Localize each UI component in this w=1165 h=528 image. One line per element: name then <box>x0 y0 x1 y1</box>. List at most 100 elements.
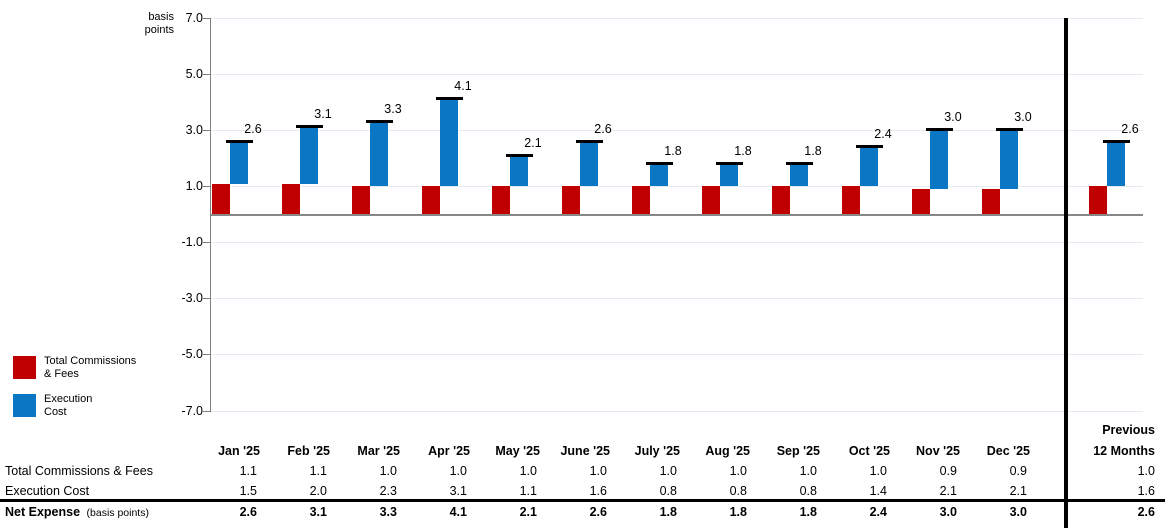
net-total-marker <box>646 161 673 165</box>
net-total-marker <box>926 128 953 132</box>
table-col-header: Nov '25 <box>916 444 960 458</box>
net-total-value-label: 3.3 <box>384 101 402 116</box>
execution-bar <box>650 163 668 187</box>
gridline <box>211 129 1143 131</box>
net-total-value-label: 3.0 <box>944 110 962 125</box>
commissions-bar <box>212 183 230 215</box>
net-total-marker <box>716 161 743 165</box>
table-col-header: Sep '25 <box>776 444 820 458</box>
commissions-bar <box>982 189 1000 215</box>
y-axis-tick-label: -3.0 <box>181 291 203 306</box>
table-cell: 3.0 <box>1009 505 1027 519</box>
table-cell: 0.9 <box>939 464 957 478</box>
commissions-bar <box>842 186 860 215</box>
net-total-marker <box>226 139 253 143</box>
table-row-label-net-expense: Net Expense (basis points) <box>5 505 149 520</box>
table-cell: 0.8 <box>659 484 677 498</box>
table-cell: 2.6 <box>239 505 257 519</box>
commissions-bar <box>912 189 930 215</box>
y-axis-tick-label: -1.0 <box>181 235 203 250</box>
y-axis-tick-label: 1.0 <box>185 178 203 193</box>
table-total-divider <box>0 499 1165 502</box>
table-row-label-execution: Execution Cost <box>5 484 90 498</box>
net-total-marker <box>506 153 533 157</box>
legend-item-commissions: Total Commissions & Fees <box>13 355 137 380</box>
legend-swatch-commissions-icon <box>13 356 36 379</box>
y-axis-line <box>210 18 211 412</box>
y-axis-tick-label: 5.0 <box>185 66 203 81</box>
table-col-header-previous-line1: Previous <box>1102 423 1155 437</box>
net-total-value-label: 1.8 <box>804 143 822 158</box>
table-col-header: July '25 <box>634 444 680 458</box>
net-expense-units-label: (basis points) <box>86 507 149 519</box>
net-total-marker <box>576 139 603 143</box>
commissions-bar <box>562 186 580 215</box>
table-cell: 1.8 <box>799 505 817 519</box>
zero-line <box>211 213 1143 216</box>
net-total-marker <box>786 161 813 165</box>
net-expense-label: Net Expense <box>5 505 81 519</box>
execution-bar <box>860 147 878 187</box>
table-cell: 2.0 <box>309 484 327 498</box>
table-col-header: Aug '25 <box>705 444 750 458</box>
table-cell: 4.1 <box>449 505 467 519</box>
execution-bar <box>1000 130 1018 190</box>
table-col-header: Apr '25 <box>428 444 470 458</box>
y-axis-tick-label: -7.0 <box>181 403 203 418</box>
y-axis-tick-label: -5.0 <box>181 347 203 362</box>
table-cell: 2.6 <box>589 505 607 519</box>
commissions-bar <box>702 186 720 215</box>
y-axis-tick <box>203 242 210 244</box>
net-total-marker <box>296 125 323 129</box>
table-row-label-commissions: Total Commissions & Fees <box>5 464 153 478</box>
net-total-marker <box>996 128 1023 132</box>
net-total-value-label: 2.6 <box>594 121 612 136</box>
table-cell: 2.1 <box>1009 484 1027 498</box>
table-col-header-previous-line2: 12 Months <box>1093 444 1155 458</box>
net-total-marker <box>856 145 883 149</box>
table-col-header: June '25 <box>560 444 610 458</box>
table-col-header: Jan '25 <box>218 444 260 458</box>
table-cell: 1.0 <box>449 464 467 478</box>
execution-bar <box>230 141 248 184</box>
commissions-bar <box>772 186 790 215</box>
table-cell: 2.1 <box>519 505 537 519</box>
gridline <box>211 298 1143 300</box>
table-cell: 1.1 <box>239 464 257 478</box>
execution-bar <box>790 163 808 187</box>
table-cell: 1.1 <box>309 464 327 478</box>
table-col-header: May '25 <box>495 444 540 458</box>
legend-label-commissions: Total Commissions & Fees <box>44 355 137 380</box>
table-cell: 1.0 <box>379 464 397 478</box>
gridline <box>211 185 1143 187</box>
table-cell: 2.1 <box>939 484 957 498</box>
commissions-bar <box>282 183 300 215</box>
execution-bar <box>580 141 598 187</box>
period-separator-line <box>1064 18 1068 528</box>
y-axis-tick-label: 7.0 <box>185 10 203 25</box>
execution-bar <box>510 155 528 187</box>
table-col-header: Mar '25 <box>357 444 400 458</box>
execution-bar <box>370 121 388 187</box>
commissions-bar <box>352 186 370 215</box>
gridline <box>211 354 1143 356</box>
net-total-value-label: 3.1 <box>314 107 332 122</box>
y-axis-tick <box>203 298 210 300</box>
net-total-marker <box>1103 139 1130 143</box>
execution-bar <box>440 99 458 187</box>
execution-bar <box>300 127 318 184</box>
y-axis-title: basis points <box>144 11 174 36</box>
table-cell: 1.8 <box>729 505 747 519</box>
net-total-value-label: 2.6 <box>244 121 262 136</box>
table-cell: 3.1 <box>449 484 467 498</box>
y-axis-tick <box>203 354 210 356</box>
table-cell: 3.3 <box>379 505 397 519</box>
commissions-bar <box>632 186 650 215</box>
table-col-header: Feb '25 <box>287 444 330 458</box>
table-cell: 0.8 <box>799 484 817 498</box>
table-cell: 0.8 <box>729 484 747 498</box>
gridline <box>211 73 1143 75</box>
y-axis-tick <box>203 410 210 412</box>
table-col-header: Oct '25 <box>848 444 890 458</box>
gridline <box>211 410 1143 412</box>
